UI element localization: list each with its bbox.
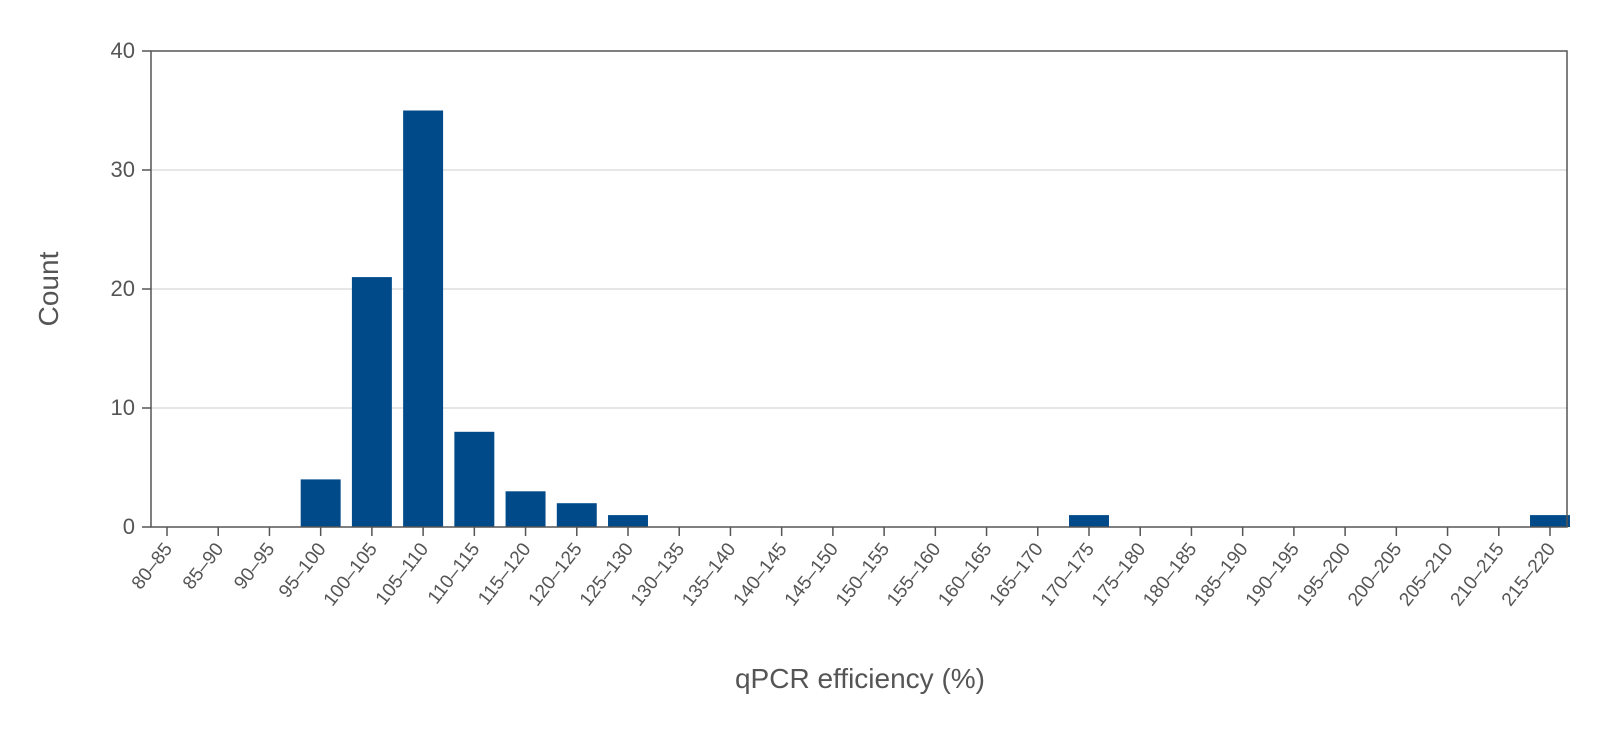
bar: [505, 491, 546, 527]
x-axis-title: qPCR efficiency (%): [735, 663, 985, 694]
y-tick-label: 20: [111, 276, 135, 301]
bar: [351, 277, 392, 527]
bar: [403, 110, 444, 527]
bar: [1069, 515, 1109, 527]
x-axis: 80–85 85–90 90–9595–100100–105105–110110–1…: [128, 527, 1560, 610]
x-tick-label: 90–95: [230, 539, 279, 594]
x-tick-label: 100–105: [320, 539, 382, 610]
bar: [608, 515, 648, 527]
y-tick-label: 0: [123, 514, 135, 539]
y-axis: 0 10 20 30 40: [111, 38, 151, 539]
x-tick-label: 215–220: [1498, 539, 1560, 610]
bar: [454, 431, 495, 527]
y-tick-label: 10: [111, 395, 135, 420]
y-tick-label: 30: [111, 157, 135, 182]
bar: [556, 503, 597, 527]
x-tick-label: 105–110: [372, 539, 433, 609]
x-tick-label: 85–90: [179, 539, 228, 594]
x-tick-label: 80–85: [128, 539, 177, 594]
y-tick-label: 40: [111, 38, 135, 63]
bars: [300, 110, 1570, 527]
y-axis-title: Count: [33, 251, 64, 326]
bar: [300, 479, 341, 527]
bar: [1530, 515, 1570, 527]
